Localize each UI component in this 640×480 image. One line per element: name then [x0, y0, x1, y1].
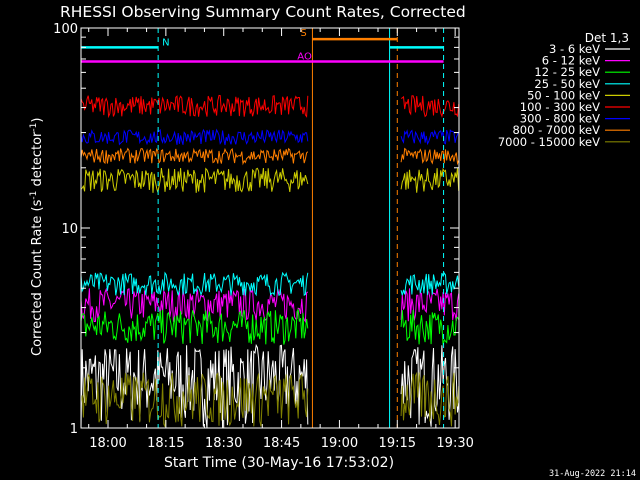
- series-line-8-1: [81, 147, 309, 166]
- series-line-2-2: [400, 288, 459, 322]
- legend-label-2: 6 - 12 keV: [542, 54, 600, 68]
- y-axis-label-mid: detector: [30, 131, 45, 191]
- legend-label-7: 300 - 800 keV: [520, 112, 600, 126]
- y-axis-label-end: ): [30, 118, 45, 123]
- x-tick-label-6: 19:15: [379, 436, 416, 451]
- legend-label-9: 7000 - 15000 keV: [498, 135, 600, 149]
- series-line-7-1: [81, 128, 309, 146]
- flag-label-2: S: [300, 28, 306, 39]
- legend-label-6: 100 - 300 keV: [520, 100, 600, 114]
- series-line-7-2: [400, 129, 459, 146]
- series-line-8-2: [400, 147, 459, 166]
- axes: 18:00 18:15 18:30 18:45 19:00 19:15 19:30 1 10 10…: [53, 22, 474, 451]
- y-tick-label-3: 100: [53, 22, 78, 37]
- y-axis-label: Corrected Count Rate (s-1 detector-1): [29, 118, 45, 356]
- footer-timestamp: 31-Aug-2022 21:14: [549, 469, 636, 479]
- legend-label-8: 800 - 7000 keV: [512, 123, 600, 137]
- series-line-3-1: [81, 308, 309, 345]
- plot-area: [81, 28, 459, 428]
- legend-label-4: 25 - 50 keV: [534, 77, 600, 91]
- series-line-6-2: [400, 95, 459, 118]
- x-tick-label-7: 19:30: [436, 436, 473, 451]
- legend-title: Det 1,3: [585, 31, 629, 45]
- flag-label-3: AO: [297, 51, 312, 62]
- x-tick-label-5: 19:00: [321, 436, 358, 451]
- series-line-3-2: [400, 309, 459, 346]
- flag-label-1: N: [162, 37, 169, 48]
- series-line-5-2: [400, 167, 459, 193]
- series-line-9-2: [400, 371, 459, 427]
- x-axis-label: Start Time (30-May-16 17:53:02): [164, 455, 394, 471]
- flag-bars: N S AO: [81, 28, 444, 63]
- series-line-4-2: [400, 272, 459, 296]
- legend-label-5: 50 - 100 keV: [527, 88, 600, 102]
- series-line-5-1: [81, 167, 309, 193]
- y-axis-label-sup2: -1: [29, 123, 39, 132]
- chart-title: RHESSI Observing Summary Count Rates, Co…: [60, 3, 466, 21]
- legend-label-1: 3 - 6 keV: [549, 42, 600, 56]
- y-axis-label-sup1: -1: [29, 191, 39, 200]
- x-tick-label-4: 18:45: [263, 436, 300, 451]
- legend-label-3: 12 - 25 keV: [534, 65, 600, 79]
- x-tick-label-1: 18:00: [89, 436, 126, 451]
- y-tick-label-1: 1: [70, 422, 78, 437]
- y-tick-label-2: 10: [61, 222, 78, 237]
- series-line-4-1: [81, 271, 309, 297]
- series-line-2-1: [81, 287, 309, 324]
- series-line-9-1: [81, 372, 309, 427]
- x-tick-label-3: 18:30: [205, 436, 242, 451]
- series-line-6-1: [81, 94, 309, 119]
- x-tick-label-2: 18:15: [147, 436, 184, 451]
- y-axis-label-main: Corrected Count Rate (s: [30, 199, 45, 356]
